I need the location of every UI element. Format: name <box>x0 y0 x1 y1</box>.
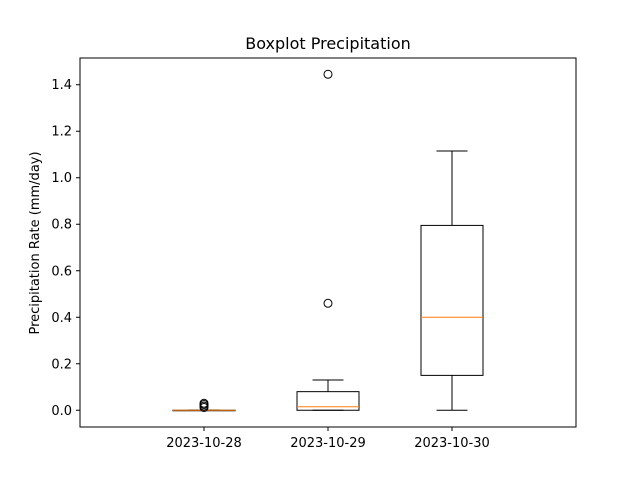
y-tick-label: 1.0 <box>51 171 72 186</box>
outlier-point <box>199 398 209 408</box>
y-tick-label: 0.8 <box>51 218 72 233</box>
y-axis-label: Precipitation Rate (mm/day) <box>28 151 43 334</box>
outlier-point <box>323 298 333 308</box>
plot-frame <box>79 57 577 428</box>
x-tick-label: 2023-10-28 <box>166 436 242 451</box>
x-tick-label: 2023-10-29 <box>290 436 366 451</box>
y-tick-label: 1.4 <box>51 78 72 93</box>
outlier-point <box>323 69 333 79</box>
y-tick-label: 0.0 <box>51 404 72 419</box>
y-tick-label: 0.2 <box>51 357 72 372</box>
y-tick-label: 0.6 <box>51 264 72 279</box>
box <box>296 391 360 411</box>
plot-area: 0.0 0.2 0.4 0.6 0.8 1.0 1.2 1.4 2023-10-28 2023-1… <box>51 57 577 451</box>
y-tick-label: 1.2 <box>51 125 72 140</box>
chart-title: Boxplot Precipitation <box>245 34 411 53</box>
box <box>420 224 484 376</box>
y-tick-label: 0.4 <box>51 311 72 326</box>
x-tick-label: 2023-10-30 <box>414 436 490 451</box>
